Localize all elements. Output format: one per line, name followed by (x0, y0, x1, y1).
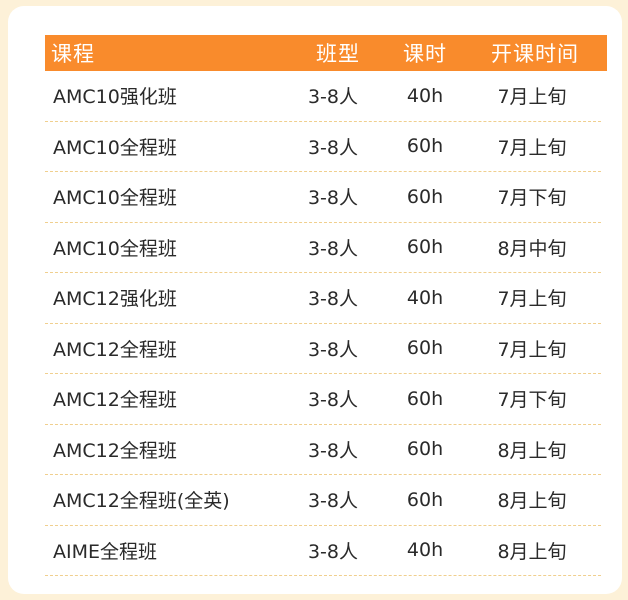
cell-start-time: 8月上旬 (497, 540, 567, 563)
cell-start-time: 7月上旬 (497, 136, 567, 159)
table-row: AMC12全程班 3-8人 60h 7月上旬 (45, 324, 601, 374)
cell-class-type: 3-8人 (307, 288, 359, 311)
cell-start-time: 7月下旬 (497, 187, 567, 210)
cell-course: AMC12强化班 (53, 288, 177, 311)
cell-class-type: 3-8人 (307, 136, 359, 159)
cell-course: AMC12全程班 (53, 338, 177, 361)
cell-course: AIME全程班 (53, 540, 157, 563)
cell-class-type: 3-8人 (307, 490, 359, 513)
table-row: AMC10强化班 3-8人 40h 7月上旬 (45, 71, 601, 122)
cell-hours: 60h (406, 236, 444, 259)
cell-course: AMC12全程班 (53, 439, 177, 462)
table-row: AMC10全程班 3-8人 60h 8月中旬 (45, 223, 601, 273)
cell-hours: 40h (406, 286, 444, 309)
cell-start-time: 7月上旬 (497, 338, 567, 361)
course-schedule-card: 课程 班型 课时 开课时间 AMC10强化班 3-8人 40h 7月上旬 AMC… (8, 6, 622, 594)
header-course: 课程 (51, 42, 95, 66)
table-row: AMC12全程班 3-8人 60h 8月上旬 (45, 425, 601, 475)
cell-hours: 40h (406, 84, 444, 107)
cell-course: AMC10全程班 (53, 237, 177, 260)
cell-hours: 60h (406, 438, 444, 461)
cell-course: AMC12全程班 (53, 389, 177, 412)
table-row: AMC10全程班 3-8人 60h 7月上旬 (45, 122, 601, 172)
cell-class-type: 3-8人 (307, 389, 359, 412)
cell-class-type: 3-8人 (307, 86, 359, 109)
cell-course: AMC12全程班(全英) (53, 490, 230, 513)
table-row: AMC12全程班(全英) 3-8人 60h 8月上旬 (45, 475, 601, 526)
cell-start-time: 7月上旬 (497, 288, 567, 311)
header-start-time: 开课时间 (491, 42, 579, 66)
table-row: AMC12全程班 3-8人 60h 7月下旬 (45, 374, 601, 425)
cell-start-time: 7月上旬 (497, 86, 567, 109)
cell-class-type: 3-8人 (307, 187, 359, 210)
header-class-type: 班型 (316, 42, 360, 66)
cell-start-time: 8月上旬 (497, 439, 567, 462)
cell-hours: 60h (406, 488, 444, 511)
cell-course: AMC10强化班 (53, 86, 177, 109)
cell-start-time: 8月中旬 (497, 237, 567, 260)
cell-course: AMC10全程班 (53, 187, 177, 210)
cell-start-time: 8月上旬 (497, 490, 567, 513)
table-row: AMC12强化班 3-8人 40h 7月上旬 (45, 273, 601, 324)
cell-course: AMC10全程班 (53, 136, 177, 159)
cell-hours: 60h (406, 185, 444, 208)
cell-start-time: 7月下旬 (497, 389, 567, 412)
table-row: AMC10全程班 3-8人 60h 7月下旬 (45, 172, 601, 223)
cell-hours: 60h (406, 337, 444, 360)
cell-class-type: 3-8人 (307, 338, 359, 361)
table-header: 课程 班型 课时 开课时间 (45, 35, 607, 71)
cell-class-type: 3-8人 (307, 540, 359, 563)
cell-hours: 60h (406, 387, 444, 410)
table-row: AIME全程班 3-8人 40h 8月上旬 (45, 526, 601, 576)
course-table: 课程 班型 课时 开课时间 AMC10强化班 3-8人 40h 7月上旬 AMC… (45, 35, 607, 576)
header-hours: 课时 (403, 42, 447, 66)
cell-hours: 60h (406, 135, 444, 158)
cell-hours: 40h (406, 539, 444, 562)
cell-class-type: 3-8人 (307, 439, 359, 462)
cell-class-type: 3-8人 (307, 237, 359, 260)
